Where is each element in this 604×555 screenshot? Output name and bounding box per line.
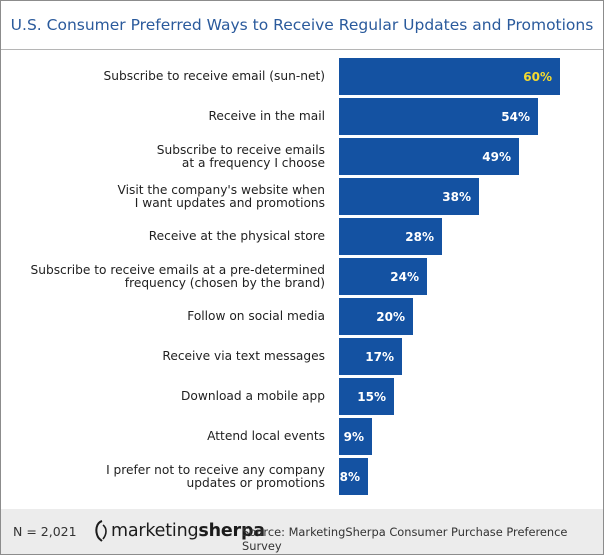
category-label: Download a mobile app bbox=[181, 389, 325, 404]
category-label: Receive via text messages bbox=[162, 349, 325, 364]
value-label: 49% bbox=[482, 149, 511, 164]
category-label: Attend local events bbox=[207, 429, 325, 444]
bar bbox=[339, 138, 519, 175]
value-label: 9% bbox=[343, 429, 364, 444]
category-label: Subscribe to receive emails at a pre-det… bbox=[30, 263, 325, 290]
source-note: Source: MarketingSherpa Consumer Purchas… bbox=[242, 525, 568, 553]
logo-text: marketingsherpa bbox=[111, 521, 265, 541]
title-divider bbox=[1, 49, 603, 50]
bar bbox=[339, 298, 413, 335]
bar bbox=[339, 58, 560, 95]
bar bbox=[339, 98, 538, 135]
bar bbox=[339, 378, 394, 415]
bar bbox=[339, 338, 402, 375]
bar bbox=[339, 418, 372, 455]
value-label: 20% bbox=[376, 309, 405, 324]
bar bbox=[339, 458, 368, 495]
value-label: 8% bbox=[339, 469, 360, 484]
value-label: 24% bbox=[390, 269, 419, 284]
plot-area: Subscribe to receive email (sun-net) 60% R… bbox=[1, 57, 603, 497]
category-label: Receive at the physical store bbox=[148, 229, 325, 244]
footer: N = 2,021 marketingsherpa Source: Market… bbox=[1, 509, 603, 554]
bar bbox=[339, 178, 479, 215]
category-label: Subscribe to receive email (sun-net) bbox=[103, 69, 325, 84]
value-label: 15% bbox=[357, 389, 386, 404]
category-label: Subscribe to receive emails at a frequen… bbox=[156, 143, 325, 170]
marketingsherpa-logo: marketingsherpa bbox=[93, 518, 265, 544]
category-label: Follow on social media bbox=[187, 309, 325, 324]
bar bbox=[339, 218, 442, 255]
value-label: 17% bbox=[365, 349, 394, 364]
category-label: Visit the company's website when I want … bbox=[117, 183, 325, 210]
chart-title: U.S. Consumer Preferred Ways to Receive … bbox=[10, 16, 594, 34]
logo-mark-icon bbox=[95, 520, 107, 542]
category-label: I prefer not to receive any company upda… bbox=[106, 463, 325, 490]
value-label: 28% bbox=[405, 229, 434, 244]
value-label: 38% bbox=[442, 189, 471, 204]
bar bbox=[339, 258, 427, 295]
value-label: 60% bbox=[523, 69, 552, 84]
value-label: 54% bbox=[501, 109, 530, 124]
sample-size: N = 2,021 bbox=[13, 524, 77, 539]
category-label: Receive in the mail bbox=[208, 109, 325, 124]
